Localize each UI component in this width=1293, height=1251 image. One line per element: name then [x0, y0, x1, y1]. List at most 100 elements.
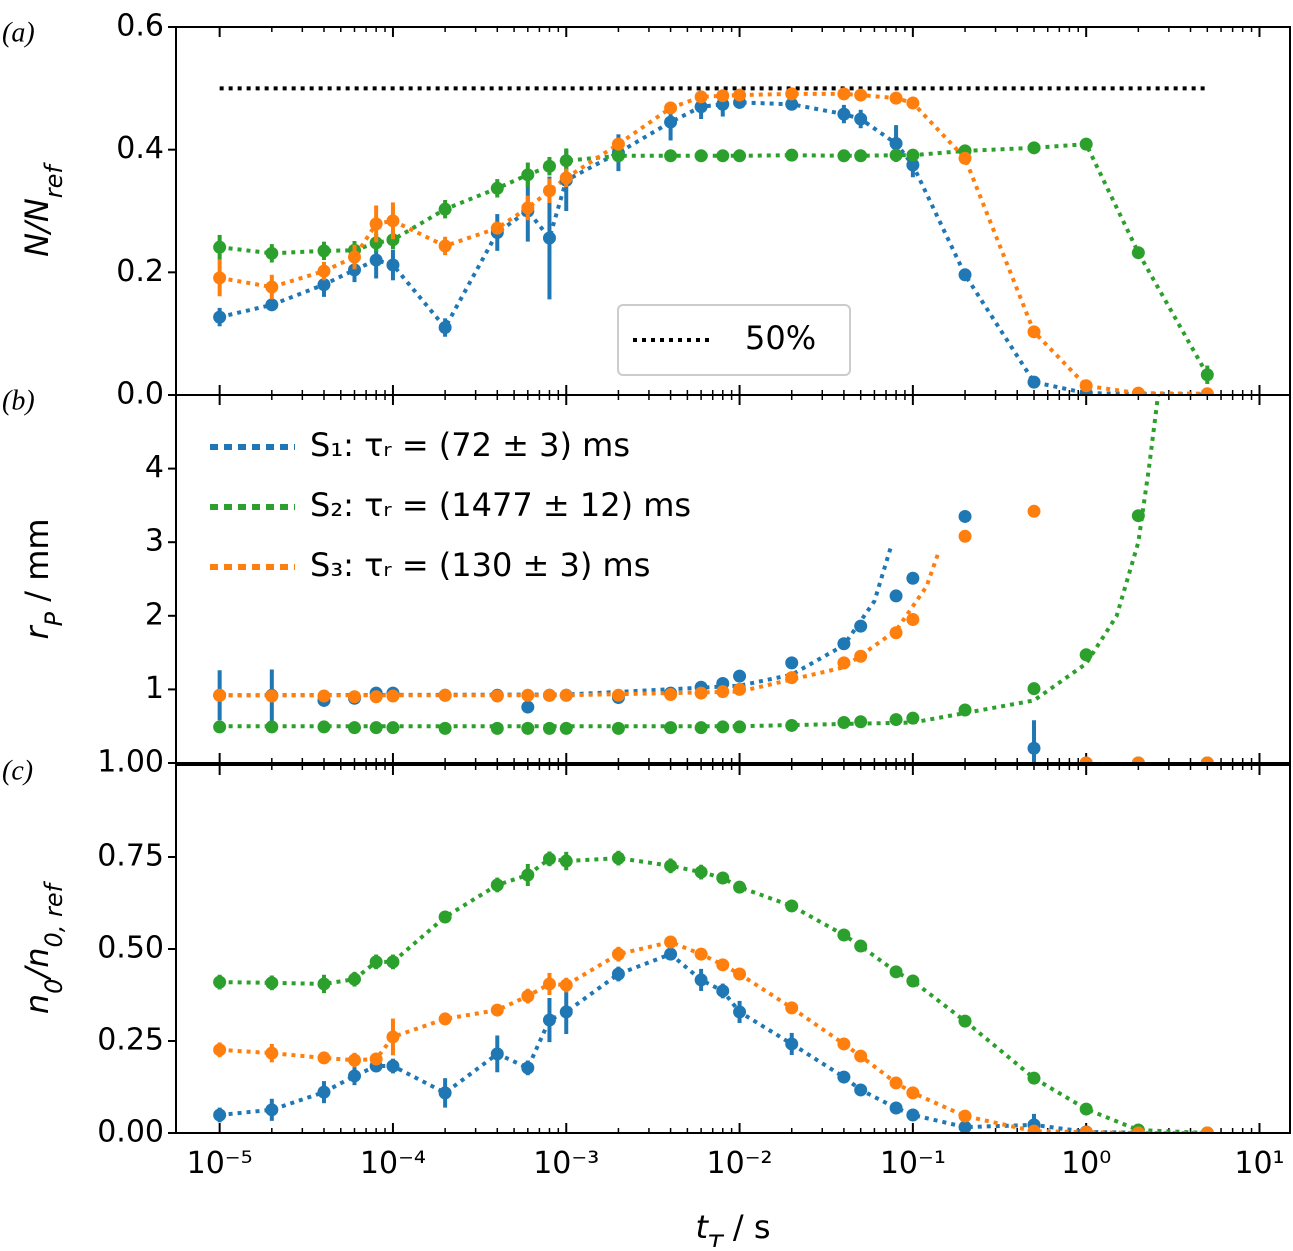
x-tick-label: 10⁻³ — [533, 1146, 599, 1181]
point — [889, 1101, 903, 1115]
point — [958, 268, 972, 282]
point — [837, 928, 851, 942]
point — [854, 619, 868, 633]
point — [906, 1086, 920, 1100]
point — [438, 688, 452, 702]
point — [438, 239, 452, 253]
point — [521, 700, 535, 714]
point — [958, 151, 972, 165]
label-part: 0 — [40, 979, 68, 994]
point — [889, 626, 903, 640]
point — [490, 689, 504, 703]
point — [369, 1052, 383, 1066]
point — [611, 149, 625, 163]
point — [1200, 756, 1214, 763]
point — [1200, 387, 1214, 395]
point — [317, 977, 331, 991]
point — [716, 958, 730, 972]
x-tick-label: 10¹ — [1234, 1146, 1284, 1181]
label-part: n — [18, 994, 56, 1014]
axes-frame — [175, 764, 1291, 1134]
point — [854, 149, 868, 163]
point — [906, 96, 920, 110]
point — [213, 240, 227, 254]
point — [785, 899, 799, 913]
point — [1131, 246, 1145, 260]
point — [889, 589, 903, 603]
point — [369, 721, 383, 735]
plot-area — [213, 850, 1214, 1133]
point — [438, 321, 452, 335]
point — [542, 159, 556, 173]
point — [386, 689, 400, 703]
point — [1027, 325, 1041, 339]
point — [854, 112, 868, 126]
point — [837, 1070, 851, 1084]
point — [521, 721, 535, 735]
point — [785, 1001, 799, 1015]
point — [490, 1047, 504, 1061]
point — [694, 865, 708, 879]
point — [611, 688, 625, 702]
point — [1131, 386, 1145, 395]
point — [837, 1037, 851, 1051]
point — [1027, 504, 1041, 518]
x-tick-label: 10⁻² — [707, 1146, 773, 1181]
point — [694, 973, 708, 987]
point — [906, 612, 920, 626]
point — [559, 721, 573, 735]
point — [542, 231, 556, 245]
point — [521, 688, 535, 702]
y-tick-label: 3 — [145, 524, 164, 559]
legend-label: S₂: τᵣ = (1477 ± 12) ms — [310, 486, 691, 524]
point — [213, 1043, 227, 1057]
x-tick-label: 10⁻⁵ — [187, 1146, 253, 1181]
point — [958, 703, 972, 717]
point — [854, 88, 868, 102]
series-line — [219, 856, 1208, 1133]
point — [347, 250, 361, 264]
point — [386, 1059, 400, 1073]
point — [958, 1109, 972, 1123]
point — [490, 1003, 504, 1017]
point — [490, 221, 504, 235]
point — [733, 682, 747, 696]
point — [889, 91, 903, 105]
point — [438, 1086, 452, 1100]
point — [611, 137, 625, 151]
point — [559, 688, 573, 702]
point — [785, 148, 799, 162]
point — [733, 880, 747, 894]
point — [265, 246, 279, 260]
label-part: r — [18, 625, 56, 640]
point — [347, 972, 361, 986]
point — [1079, 1102, 1093, 1116]
label-part: T — [708, 1230, 725, 1247]
point — [317, 1051, 331, 1065]
series-line — [219, 951, 1208, 1133]
legend-box — [617, 304, 851, 376]
point — [889, 965, 903, 979]
point — [733, 669, 747, 683]
point — [1200, 368, 1214, 382]
point — [542, 184, 556, 198]
point — [265, 280, 279, 294]
point — [785, 671, 799, 685]
point — [664, 688, 678, 702]
point — [317, 244, 331, 258]
point — [559, 171, 573, 185]
point — [889, 148, 903, 162]
point — [542, 852, 556, 866]
point — [889, 137, 903, 151]
point — [317, 278, 331, 292]
y-tick-label: 0.0 — [116, 377, 164, 412]
point — [958, 509, 972, 523]
point — [1027, 1124, 1041, 1133]
point — [521, 1061, 535, 1075]
point — [265, 720, 279, 734]
point — [265, 1046, 279, 1060]
point — [837, 716, 851, 730]
point — [664, 149, 678, 163]
point — [837, 656, 851, 670]
y-tick-label: 0.2 — [116, 254, 164, 289]
